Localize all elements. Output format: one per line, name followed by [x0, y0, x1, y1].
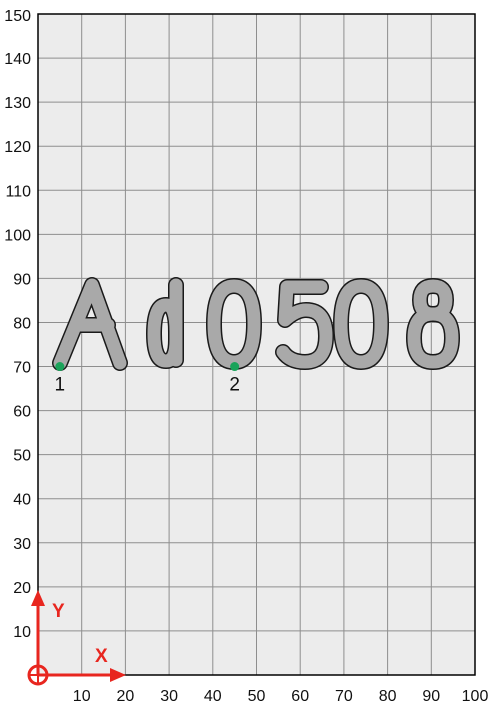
y-tick-label: 100	[4, 227, 31, 244]
x-tick-label: 90	[422, 688, 440, 704]
y-tick-label: 140	[4, 51, 31, 68]
x-axis-arrowhead	[110, 668, 126, 682]
x-tick-label: 20	[117, 688, 135, 704]
y-tick-label: 80	[13, 315, 31, 332]
y-tick-label: 120	[4, 139, 31, 156]
x-tick-label: 70	[335, 688, 353, 704]
axes-indicator: Y X	[27, 590, 126, 686]
reference-point-label: 2	[229, 375, 240, 396]
y-tick-label: 110	[5, 183, 31, 200]
y-tick-label: 150	[4, 8, 31, 25]
x-tick-label: 10	[73, 688, 91, 704]
x-tick-label: 50	[248, 688, 266, 704]
x-axis-label: X	[95, 646, 108, 667]
y-tick-label: 60	[13, 404, 31, 421]
grid-border	[37, 13, 476, 676]
x-tick-label: 100	[462, 688, 489, 704]
engraving-glyphs	[52, 277, 460, 371]
reference-point-label: 1	[55, 375, 66, 396]
grid-lines	[38, 14, 475, 675]
y-tick-label: 20	[13, 580, 31, 597]
y-tick-label: 10	[13, 624, 31, 641]
y-tick-label: 90	[13, 271, 31, 288]
y-tick-label: 130	[4, 95, 31, 112]
x-tick-label: 80	[379, 688, 397, 704]
x-tick-label: 60	[291, 688, 309, 704]
x-tick-label: 40	[204, 688, 222, 704]
x-tick-label: 30	[160, 688, 178, 704]
y-tick-label: 50	[13, 448, 31, 465]
y-axis-arrowhead	[31, 590, 45, 606]
y-tick-label: 30	[13, 536, 31, 553]
x-tick-labels: 10 20 30 40 50 60 70 80 90 100	[73, 688, 489, 704]
reference-point-2	[230, 362, 240, 372]
reference-point-1	[55, 362, 65, 372]
y-tick-label: 70	[13, 360, 31, 377]
y-tick-label: 40	[13, 492, 31, 509]
y-axis-label: Y	[52, 601, 65, 622]
y-tick-labels: 10 20 30 40 50 60 70 80 90 100 110 120 130 140 150	[4, 8, 31, 641]
